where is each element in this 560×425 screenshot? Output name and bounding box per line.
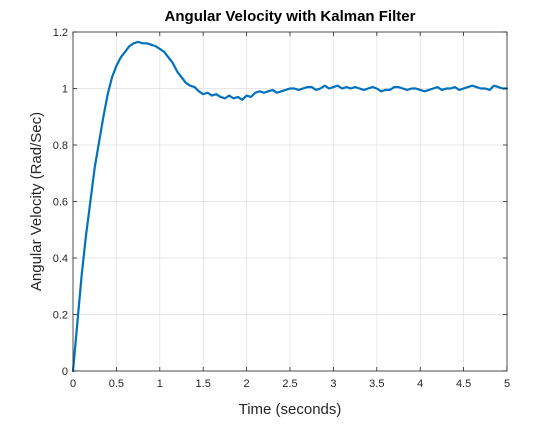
x-axis-label: Time (seconds) <box>239 401 342 418</box>
x-tick-label: 5 <box>504 378 510 390</box>
y-axis-label: Angular Velocity (Rad/Sec) <box>28 112 45 291</box>
y-tick-label: 0.6 <box>53 197 68 209</box>
chart-title: Angular Velocity with Kalman Filter <box>165 8 416 25</box>
x-tick-label: 0 <box>70 378 76 390</box>
y-tick-label: 0 <box>62 366 68 378</box>
series-line <box>71 40 509 373</box>
x-tick-labels: 0 0.5 1 1.5 2 2.5 3 3.5 4 4.5 5 <box>70 378 510 390</box>
tick-marks <box>72 31 508 372</box>
x-tick-label: 4 <box>417 378 423 390</box>
y-tick-label: 0.2 <box>53 310 68 322</box>
x-tick-label: 2 <box>244 378 250 390</box>
x-tick-label: 1.5 <box>196 378 211 390</box>
x-tick-label: 1 <box>157 378 163 390</box>
x-tick-label: 2.5 <box>282 378 297 390</box>
x-tick-label: 3 <box>330 378 336 390</box>
x-tick-label: 4.5 <box>456 378 471 390</box>
y-tick-label: 1 <box>62 84 68 96</box>
y-tick-label: 1.2 <box>53 27 68 39</box>
y-tick-labels: 0 0.2 0.4 0.6 0.8 1 1.2 <box>53 27 68 378</box>
x-tick-label: 3.5 <box>369 378 384 390</box>
y-tick-label: 0.8 <box>53 140 68 152</box>
series-layer <box>71 40 509 373</box>
y-tick-label: 0.4 <box>53 253 68 265</box>
x-tick-label: 0.5 <box>109 378 124 390</box>
